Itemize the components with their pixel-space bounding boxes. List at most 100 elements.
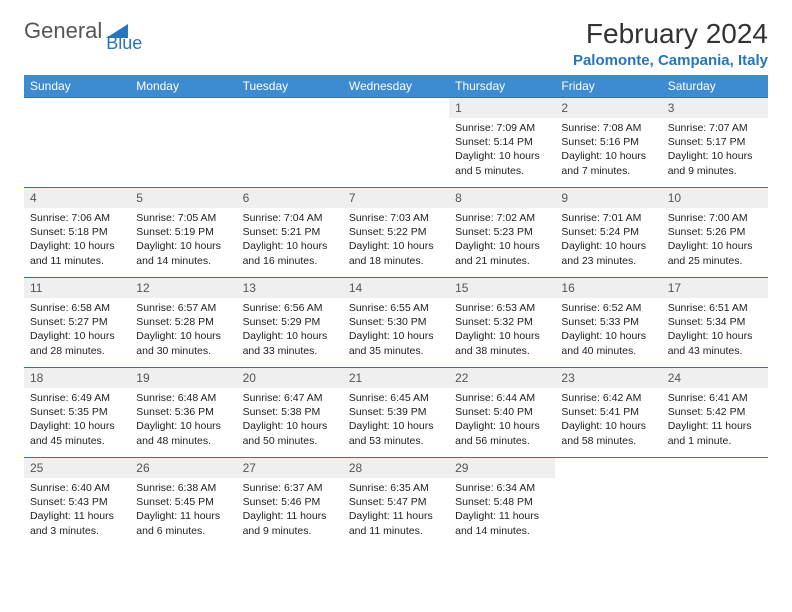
calendar-table: SundayMondayTuesdayWednesdayThursdayFrid… (24, 75, 768, 548)
daylight-text: Daylight: 10 hours and 25 minutes. (668, 239, 762, 267)
daylight-text: Daylight: 10 hours and 23 minutes. (561, 239, 655, 267)
calendar-week-row: 18Sunrise: 6:49 AMSunset: 5:35 PMDayligh… (24, 368, 768, 458)
sunrise-text: Sunrise: 6:56 AM (243, 301, 337, 315)
day-info: Sunrise: 7:08 AMSunset: 5:16 PMDaylight:… (555, 118, 661, 182)
sunset-text: Sunset: 5:41 PM (561, 405, 655, 419)
day-number: 26 (130, 458, 236, 478)
day-info: Sunrise: 6:51 AMSunset: 5:34 PMDaylight:… (662, 298, 768, 362)
day-number: 18 (24, 368, 130, 388)
sunset-text: Sunset: 5:22 PM (349, 225, 443, 239)
calendar-day-cell: 3Sunrise: 7:07 AMSunset: 5:17 PMDaylight… (662, 98, 768, 188)
calendar-day-cell: 23Sunrise: 6:42 AMSunset: 5:41 PMDayligh… (555, 368, 661, 458)
day-number: 13 (237, 278, 343, 298)
daylight-text: Daylight: 10 hours and 7 minutes. (561, 149, 655, 177)
sunrise-text: Sunrise: 6:45 AM (349, 391, 443, 405)
day-number: 17 (662, 278, 768, 298)
sunrise-text: Sunrise: 6:38 AM (136, 481, 230, 495)
sunset-text: Sunset: 5:33 PM (561, 315, 655, 329)
day-info: Sunrise: 6:42 AMSunset: 5:41 PMDaylight:… (555, 388, 661, 452)
header: General Blue February 2024 Palomonte, Ca… (24, 18, 768, 69)
daylight-text: Daylight: 10 hours and 50 minutes. (243, 419, 337, 447)
sunrise-text: Sunrise: 7:01 AM (561, 211, 655, 225)
weekday-header: Wednesday (343, 75, 449, 98)
calendar-day-cell: 9Sunrise: 7:01 AMSunset: 5:24 PMDaylight… (555, 188, 661, 278)
sunset-text: Sunset: 5:39 PM (349, 405, 443, 419)
day-info: Sunrise: 6:47 AMSunset: 5:38 PMDaylight:… (237, 388, 343, 452)
daylight-text: Daylight: 10 hours and 9 minutes. (668, 149, 762, 177)
day-number: 21 (343, 368, 449, 388)
day-info: Sunrise: 7:02 AMSunset: 5:23 PMDaylight:… (449, 208, 555, 272)
calendar-day-cell: 1Sunrise: 7:09 AMSunset: 5:14 PMDaylight… (449, 98, 555, 188)
sunrise-text: Sunrise: 7:08 AM (561, 121, 655, 135)
sunrise-text: Sunrise: 7:04 AM (243, 211, 337, 225)
day-number: 15 (449, 278, 555, 298)
day-info: Sunrise: 6:49 AMSunset: 5:35 PMDaylight:… (24, 388, 130, 452)
sunset-text: Sunset: 5:40 PM (455, 405, 549, 419)
day-number: 9 (555, 188, 661, 208)
calendar-day-cell: 25Sunrise: 6:40 AMSunset: 5:43 PMDayligh… (24, 458, 130, 548)
day-number: 4 (24, 188, 130, 208)
sunrise-text: Sunrise: 7:05 AM (136, 211, 230, 225)
sunrise-text: Sunrise: 7:03 AM (349, 211, 443, 225)
day-info: Sunrise: 6:35 AMSunset: 5:47 PMDaylight:… (343, 478, 449, 542)
sunrise-text: Sunrise: 6:41 AM (668, 391, 762, 405)
day-number: 11 (24, 278, 130, 298)
sunset-text: Sunset: 5:46 PM (243, 495, 337, 509)
sunset-text: Sunset: 5:24 PM (561, 225, 655, 239)
calendar-empty-cell (130, 98, 236, 188)
weekday-header: Friday (555, 75, 661, 98)
daylight-text: Daylight: 10 hours and 16 minutes. (243, 239, 337, 267)
daylight-text: Daylight: 10 hours and 38 minutes. (455, 329, 549, 357)
daylight-text: Daylight: 11 hours and 9 minutes. (243, 509, 337, 537)
sunrise-text: Sunrise: 6:47 AM (243, 391, 337, 405)
calendar-empty-cell (662, 458, 768, 548)
day-number: 25 (24, 458, 130, 478)
sunset-text: Sunset: 5:19 PM (136, 225, 230, 239)
calendar-day-cell: 2Sunrise: 7:08 AMSunset: 5:16 PMDaylight… (555, 98, 661, 188)
sunset-text: Sunset: 5:34 PM (668, 315, 762, 329)
calendar-empty-cell (237, 98, 343, 188)
calendar-day-cell: 29Sunrise: 6:34 AMSunset: 5:48 PMDayligh… (449, 458, 555, 548)
calendar-day-cell: 19Sunrise: 6:48 AMSunset: 5:36 PMDayligh… (130, 368, 236, 458)
day-number: 19 (130, 368, 236, 388)
logo-text-blue: Blue (106, 33, 142, 54)
day-number: 1 (449, 98, 555, 118)
sunrise-text: Sunrise: 7:02 AM (455, 211, 549, 225)
calendar-day-cell: 4Sunrise: 7:06 AMSunset: 5:18 PMDaylight… (24, 188, 130, 278)
sunset-text: Sunset: 5:14 PM (455, 135, 549, 149)
day-info: Sunrise: 6:57 AMSunset: 5:28 PMDaylight:… (130, 298, 236, 362)
day-info: Sunrise: 7:01 AMSunset: 5:24 PMDaylight:… (555, 208, 661, 272)
daylight-text: Daylight: 11 hours and 3 minutes. (30, 509, 124, 537)
sunrise-text: Sunrise: 6:58 AM (30, 301, 124, 315)
sunrise-text: Sunrise: 6:37 AM (243, 481, 337, 495)
calendar-day-cell: 11Sunrise: 6:58 AMSunset: 5:27 PMDayligh… (24, 278, 130, 368)
sunrise-text: Sunrise: 6:49 AM (30, 391, 124, 405)
calendar-week-row: 4Sunrise: 7:06 AMSunset: 5:18 PMDaylight… (24, 188, 768, 278)
calendar-empty-cell (24, 98, 130, 188)
day-info: Sunrise: 7:07 AMSunset: 5:17 PMDaylight:… (662, 118, 768, 182)
calendar-day-cell: 16Sunrise: 6:52 AMSunset: 5:33 PMDayligh… (555, 278, 661, 368)
day-number: 7 (343, 188, 449, 208)
sunrise-text: Sunrise: 6:53 AM (455, 301, 549, 315)
day-info: Sunrise: 6:37 AMSunset: 5:46 PMDaylight:… (237, 478, 343, 542)
calendar-day-cell: 22Sunrise: 6:44 AMSunset: 5:40 PMDayligh… (449, 368, 555, 458)
sunset-text: Sunset: 5:18 PM (30, 225, 124, 239)
calendar-day-cell: 10Sunrise: 7:00 AMSunset: 5:26 PMDayligh… (662, 188, 768, 278)
daylight-text: Daylight: 11 hours and 14 minutes. (455, 509, 549, 537)
sunset-text: Sunset: 5:48 PM (455, 495, 549, 509)
sunrise-text: Sunrise: 6:48 AM (136, 391, 230, 405)
sunset-text: Sunset: 5:45 PM (136, 495, 230, 509)
calendar-week-row: 25Sunrise: 6:40 AMSunset: 5:43 PMDayligh… (24, 458, 768, 548)
day-info: Sunrise: 6:44 AMSunset: 5:40 PMDaylight:… (449, 388, 555, 452)
day-number: 20 (237, 368, 343, 388)
sunset-text: Sunset: 5:43 PM (30, 495, 124, 509)
day-info: Sunrise: 6:56 AMSunset: 5:29 PMDaylight:… (237, 298, 343, 362)
day-info: Sunrise: 7:03 AMSunset: 5:22 PMDaylight:… (343, 208, 449, 272)
sunset-text: Sunset: 5:21 PM (243, 225, 337, 239)
day-info: Sunrise: 7:05 AMSunset: 5:19 PMDaylight:… (130, 208, 236, 272)
day-number: 2 (555, 98, 661, 118)
day-info: Sunrise: 6:34 AMSunset: 5:48 PMDaylight:… (449, 478, 555, 542)
sunset-text: Sunset: 5:16 PM (561, 135, 655, 149)
daylight-text: Daylight: 10 hours and 56 minutes. (455, 419, 549, 447)
calendar-day-cell: 27Sunrise: 6:37 AMSunset: 5:46 PMDayligh… (237, 458, 343, 548)
